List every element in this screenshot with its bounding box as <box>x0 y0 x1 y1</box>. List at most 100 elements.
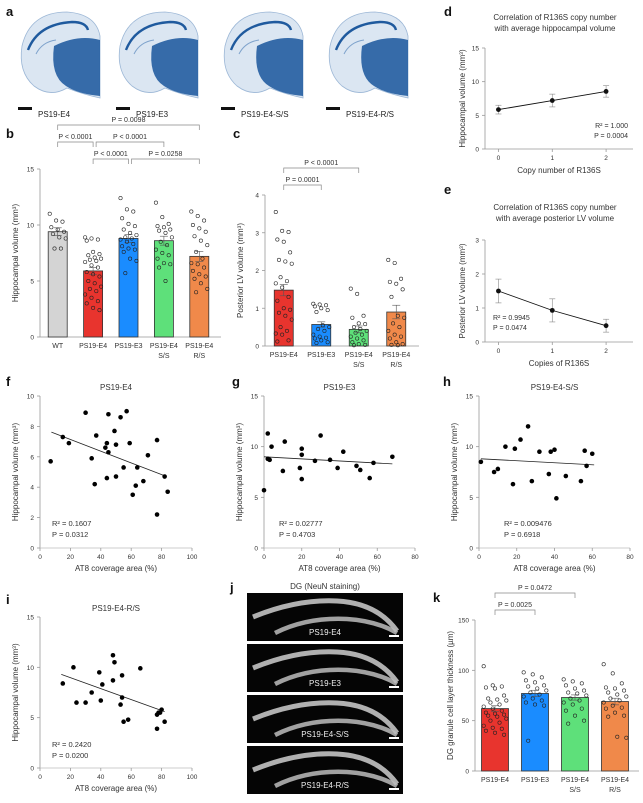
scale-bar <box>221 107 235 110</box>
y-tick-label: 0 <box>30 766 34 773</box>
data-point <box>566 690 571 695</box>
data-point <box>389 342 394 347</box>
significance-bracket <box>95 141 165 147</box>
data-point <box>87 286 92 291</box>
data-point <box>400 287 405 292</box>
data-point <box>63 236 68 241</box>
panel-letter-c: c <box>233 126 241 141</box>
y-axis-label: DG granule cell layer thickness (µm) <box>446 631 455 760</box>
stats-annotation: R² = 0.2420 <box>52 740 91 749</box>
dg-image-label: PS19-E4 <box>308 628 342 637</box>
y-tick-label: 5 <box>475 113 479 120</box>
panel-letter-k: k <box>433 590 441 605</box>
data-point <box>58 246 63 251</box>
data-point <box>49 225 54 230</box>
data-point <box>278 275 283 280</box>
y-tick-label: 100 <box>458 668 469 675</box>
panel-d-title: Correlation of R136S copy number with av… <box>470 12 640 34</box>
data-point <box>316 327 321 332</box>
x-tick-label: S/S <box>158 353 170 360</box>
y-tick-label: 10 <box>466 444 474 451</box>
x-tick-label: PS19-E3 <box>114 343 142 350</box>
thalamus-stain <box>53 38 100 96</box>
data-point <box>89 263 94 268</box>
x-axis-label: AT8 coverage area (%) <box>513 564 595 573</box>
significance-bracket <box>494 592 576 598</box>
p-value-label: P = 0.0258 <box>148 151 182 158</box>
data-point <box>582 448 587 454</box>
data-point <box>130 492 136 498</box>
data-point <box>104 475 110 481</box>
y-tick-label: 15 <box>466 394 474 401</box>
data-point <box>280 332 285 337</box>
dg-image-label: PS19-E4-S/S <box>301 730 349 739</box>
data-point <box>112 660 117 665</box>
data-point <box>165 243 170 248</box>
data-point <box>54 218 59 223</box>
x-tick-label: 40 <box>336 554 344 561</box>
data-point <box>322 328 327 333</box>
data-point <box>83 700 88 705</box>
dg-image-label: PS19-E4-R/S <box>300 781 350 790</box>
data-point <box>50 231 55 236</box>
x-axis-label: Copy number of R136S <box>517 166 601 175</box>
fit-line <box>61 674 165 713</box>
data-point <box>113 442 119 447</box>
data-point <box>351 325 356 330</box>
data-point <box>189 209 194 214</box>
y-axis-label: Hippocampal volume (mm³) <box>11 204 20 303</box>
data-point <box>165 489 170 495</box>
data-point <box>141 478 146 484</box>
data-point <box>198 238 203 243</box>
data-point <box>273 331 278 336</box>
data-point <box>192 276 197 281</box>
x-tick-label: S/S <box>353 362 365 369</box>
y-tick-label: 5 <box>30 715 34 722</box>
data-point <box>497 702 502 707</box>
x-tick-label: 2 <box>604 348 608 355</box>
y-tick-label: 1 <box>475 306 479 313</box>
data-point <box>582 688 587 693</box>
data-point <box>354 463 359 469</box>
data-point <box>269 444 274 449</box>
data-point <box>118 196 123 201</box>
x-tick-label: PS19-E4 <box>601 777 629 784</box>
data-point <box>603 706 608 711</box>
dg-upper-blade <box>252 700 400 735</box>
data-point <box>261 487 267 493</box>
dg-granule-layer-graphic <box>252 700 400 738</box>
p-value-label: P = 0.0472 <box>518 585 552 592</box>
data-point <box>110 678 116 683</box>
data-point <box>483 685 488 690</box>
data-point <box>99 256 104 261</box>
data-point <box>86 253 91 258</box>
data-point <box>280 285 285 290</box>
data-point <box>60 681 66 686</box>
significance-bracket <box>57 141 94 147</box>
data-point <box>275 298 280 303</box>
data-point <box>367 475 372 481</box>
data-point <box>363 342 368 347</box>
panel-e-title: Correlation of R136S copy number with av… <box>470 202 640 224</box>
x-tick-label: 0 <box>497 155 501 162</box>
data-point <box>283 313 288 318</box>
x-tick-label: 100 <box>187 774 198 781</box>
data-point <box>190 223 195 228</box>
data-point <box>512 446 518 451</box>
data-point <box>348 334 353 339</box>
data-point <box>153 200 158 205</box>
data-point <box>615 734 620 739</box>
data-point <box>497 720 502 725</box>
data-point <box>624 735 629 740</box>
data-point <box>399 276 404 281</box>
brain-section-image <box>328 11 409 99</box>
x-tick-label: PS19-E4 <box>382 352 410 359</box>
data-point <box>617 698 622 703</box>
data-point <box>197 272 202 277</box>
data-point <box>55 227 60 232</box>
x-tick-label: 0 <box>38 554 42 561</box>
data-point <box>57 235 62 240</box>
panel-e-title-line1: Correlation of R136S copy number <box>493 203 617 212</box>
data-point <box>561 677 566 682</box>
